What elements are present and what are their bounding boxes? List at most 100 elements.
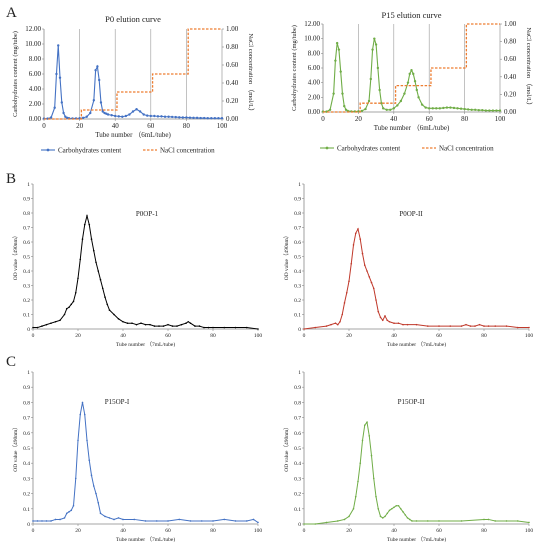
data-point bbox=[155, 520, 158, 522]
y2-tick-label: 0.40 bbox=[226, 79, 239, 87]
data-point bbox=[156, 115, 160, 118]
chart-title: P15OP-I bbox=[105, 398, 130, 406]
data-point bbox=[220, 117, 224, 120]
y-axis-title: OD value（490nm） bbox=[12, 424, 19, 472]
data-point bbox=[65, 307, 68, 310]
data-point bbox=[68, 511, 70, 513]
data-point bbox=[113, 313, 115, 316]
data-point bbox=[135, 108, 138, 111]
x-tick-label: 100 bbox=[495, 115, 506, 123]
data-point bbox=[469, 325, 472, 327]
x-tick-label: 100 bbox=[254, 333, 263, 339]
data-point bbox=[167, 520, 169, 522]
data-point bbox=[153, 325, 156, 327]
data-point bbox=[252, 518, 255, 521]
data-point bbox=[200, 520, 203, 522]
panel-label-a: A bbox=[6, 5, 17, 21]
data-point bbox=[62, 111, 65, 115]
x-tick-label: 80 bbox=[481, 528, 487, 534]
data-point bbox=[65, 116, 69, 120]
data-point bbox=[377, 508, 380, 510]
data-point bbox=[89, 111, 92, 115]
y2-tick-label: 0.60 bbox=[504, 55, 517, 63]
data-point bbox=[223, 518, 226, 521]
chart-title: P0OP-1 bbox=[136, 210, 159, 218]
data-point bbox=[106, 113, 110, 116]
data-point bbox=[167, 323, 169, 326]
data-point bbox=[74, 291, 77, 294]
data-point bbox=[412, 72, 415, 76]
y-tick-label: 0.00 bbox=[308, 108, 321, 116]
data-point bbox=[97, 501, 100, 504]
data-point bbox=[72, 504, 75, 507]
data-point bbox=[81, 238, 84, 240]
data-point bbox=[361, 252, 364, 255]
data-point bbox=[185, 322, 187, 325]
data-point bbox=[187, 320, 190, 323]
data-point bbox=[374, 43, 378, 46]
data-point bbox=[372, 287, 375, 290]
y-tick-label: 0 bbox=[298, 522, 301, 528]
x-tick-label: 20 bbox=[75, 333, 81, 339]
data-point bbox=[354, 495, 357, 498]
data-point bbox=[408, 518, 411, 521]
data-point bbox=[325, 521, 328, 524]
data-point bbox=[478, 323, 481, 326]
y-tick-label: 1 bbox=[27, 182, 30, 188]
data-point bbox=[445, 106, 449, 109]
data-point bbox=[384, 515, 386, 518]
data-point bbox=[474, 325, 476, 327]
data-point bbox=[181, 116, 185, 119]
data-point bbox=[392, 107, 395, 110]
x-tick-label: 100 bbox=[217, 122, 228, 130]
data-point bbox=[81, 116, 85, 120]
y-tick-label: 12.00 bbox=[304, 20, 320, 28]
data-point bbox=[144, 520, 147, 522]
data-point bbox=[86, 439, 88, 442]
data-point bbox=[108, 309, 111, 311]
data-point bbox=[516, 326, 519, 329]
data-point bbox=[399, 508, 402, 510]
y-tick-label: 0.3 bbox=[23, 284, 30, 290]
data-point bbox=[131, 110, 135, 113]
data-point bbox=[431, 107, 434, 110]
data-point bbox=[370, 454, 373, 457]
data-point bbox=[435, 107, 438, 110]
y-tick-label: 6.00 bbox=[308, 64, 321, 72]
data-point bbox=[170, 115, 174, 119]
data-point bbox=[138, 110, 142, 113]
data-point bbox=[124, 114, 128, 118]
y-tick-label: 0.6 bbox=[23, 431, 30, 437]
data-point bbox=[117, 115, 120, 118]
x-axis-title: Tube number （6mL/tube) bbox=[95, 131, 171, 139]
data-point bbox=[245, 520, 248, 522]
carbohydrate-series-line bbox=[44, 45, 222, 120]
y-tick-label: 0.2 bbox=[294, 298, 301, 304]
data-point bbox=[117, 517, 120, 519]
y-tick-label: 1 bbox=[298, 370, 301, 376]
data-point bbox=[85, 115, 88, 118]
data-point bbox=[36, 520, 39, 522]
data-point bbox=[481, 108, 484, 112]
data-point bbox=[361, 439, 364, 442]
x-tick-label: 100 bbox=[525, 528, 534, 534]
data-point bbox=[212, 326, 214, 329]
data-point bbox=[133, 518, 136, 521]
x-tick-label: 20 bbox=[355, 115, 363, 123]
carbohydrate-series-line bbox=[303, 227, 529, 330]
data-point bbox=[415, 520, 418, 522]
data-point bbox=[210, 117, 213, 120]
y-tick-label: 0.9 bbox=[294, 197, 301, 203]
y-axis-title: Carbohydrates content (mg/tube) bbox=[291, 25, 298, 111]
data-point bbox=[50, 520, 52, 522]
data-point bbox=[373, 37, 376, 40]
x-tick-label: 60 bbox=[165, 333, 171, 339]
y-tick-label: 0.6 bbox=[294, 240, 301, 246]
data-point bbox=[459, 107, 463, 110]
data-point bbox=[393, 322, 395, 325]
y-tick-label: 0.8 bbox=[294, 400, 301, 406]
data-point bbox=[372, 477, 375, 480]
x-tick-label: 20 bbox=[75, 528, 81, 534]
data-point bbox=[63, 313, 66, 316]
x-tick-label: 40 bbox=[391, 333, 397, 339]
